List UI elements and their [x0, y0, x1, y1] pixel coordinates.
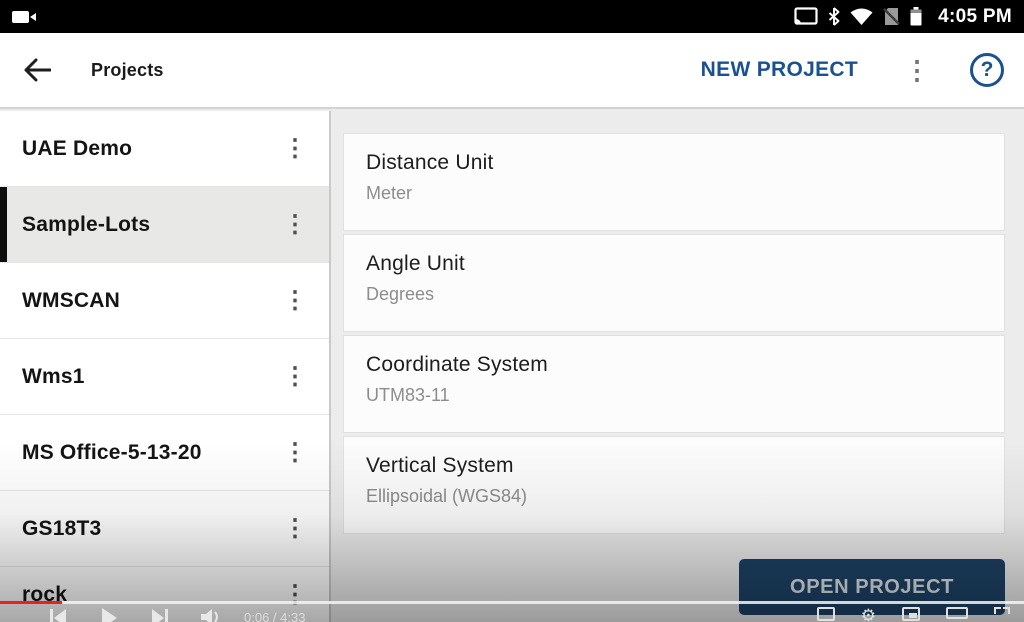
setting-label: Vertical System: [366, 454, 514, 477]
setting-coordinate-system[interactable]: Coordinate System UTM83-11: [343, 335, 1005, 433]
cast-icon: [794, 7, 818, 26]
project-menu-icon[interactable]: ⋮: [283, 286, 307, 314]
video-progress-bar[interactable]: [0, 601, 1024, 604]
project-label: rock: [22, 582, 68, 606]
setting-value: UTM83-11: [366, 385, 450, 405]
project-label: WMSCAN: [22, 288, 121, 312]
project-label: GS18T3: [22, 516, 102, 540]
volume-icon[interactable]: [200, 607, 222, 622]
project-menu-icon[interactable]: ⋮: [283, 514, 307, 542]
project-row-gs18t3[interactable]: GS18T3 ⋮: [0, 491, 329, 567]
project-row-uae-demo[interactable]: UAE Demo ⋮: [0, 111, 329, 187]
status-bar: 4:05 PM: [0, 0, 1024, 33]
project-label: Sample-Lots: [22, 212, 151, 236]
setting-value: Degrees: [366, 284, 435, 304]
setting-label: Angle Unit: [366, 252, 465, 275]
settings-gear-icon[interactable]: ⚙: [860, 606, 876, 622]
project-menu-icon[interactable]: ⋮: [283, 210, 307, 238]
open-project-button[interactable]: OPEN PROJECT: [739, 559, 1005, 615]
new-project-button[interactable]: NEW PROJECT: [700, 58, 858, 81]
previous-button[interactable]: [48, 607, 68, 622]
wifi-icon: [850, 8, 873, 26]
overflow-menu-icon[interactable]: ⋮: [904, 55, 930, 85]
video-time-display: 0:06 / 4:33: [244, 610, 306, 622]
theater-mode-icon[interactable]: [946, 607, 968, 619]
project-menu-icon[interactable]: ⋮: [283, 362, 307, 390]
project-label: UAE Demo: [22, 136, 133, 160]
video-progress-track: [62, 601, 1024, 604]
help-icon[interactable]: ?: [970, 53, 1004, 87]
setting-label: Coordinate System: [366, 353, 548, 376]
project-menu-icon[interactable]: ⋮: [283, 134, 307, 162]
setting-label: Distance Unit: [366, 151, 494, 174]
no-sim-icon: [883, 7, 900, 26]
video-controls: 0:06 / 4:33 ⚙: [0, 607, 1024, 622]
page-title: Projects: [91, 59, 164, 80]
project-label: MS Office-5-13-20: [22, 440, 202, 464]
videocam-icon: [12, 9, 38, 25]
project-row-rock[interactable]: rock ⋮: [0, 567, 329, 622]
battery-icon: [910, 7, 922, 26]
project-list: UAE Demo ⋮ Sample-Lots ⋮ WMSCAN ⋮ Wms1 ⋮…: [0, 111, 331, 622]
video-progress-played: [0, 601, 62, 604]
back-arrow-icon: [24, 58, 51, 82]
captions-icon[interactable]: [816, 607, 835, 621]
setting-vertical-system[interactable]: Vertical System Ellipsoidal (WGS84): [343, 436, 1005, 534]
setting-angle-unit[interactable]: Angle Unit Degrees: [343, 234, 1005, 332]
project-row-wms1[interactable]: Wms1 ⋮: [0, 339, 329, 415]
status-time: 4:05 PM: [938, 5, 1012, 27]
project-menu-icon[interactable]: ⋮: [283, 438, 307, 466]
miniplayer-icon[interactable]: [902, 607, 920, 621]
app-bar: Projects NEW PROJECT ⋮ ?: [0, 33, 1024, 109]
project-row-sample-lots[interactable]: Sample-Lots ⋮: [0, 187, 329, 263]
project-row-wmscan[interactable]: WMSCAN ⋮: [0, 263, 329, 339]
bluetooth-icon: [828, 7, 840, 26]
next-button[interactable]: [150, 607, 170, 622]
project-label: Wms1: [22, 364, 85, 388]
setting-value: Meter: [366, 183, 413, 203]
project-row-ms-office[interactable]: MS Office-5-13-20 ⋮: [0, 415, 329, 491]
play-button[interactable]: [100, 607, 118, 622]
fullscreen-icon[interactable]: [994, 607, 1010, 622]
setting-distance-unit[interactable]: Distance Unit Meter: [343, 133, 1005, 231]
content-area: UAE Demo ⋮ Sample-Lots ⋮ WMSCAN ⋮ Wms1 ⋮…: [0, 111, 1024, 622]
project-details-panel: Distance Unit Meter Angle Unit Degrees C…: [331, 111, 1024, 622]
back-button[interactable]: [24, 58, 51, 82]
setting-value: Ellipsoidal (WGS84): [366, 486, 528, 506]
